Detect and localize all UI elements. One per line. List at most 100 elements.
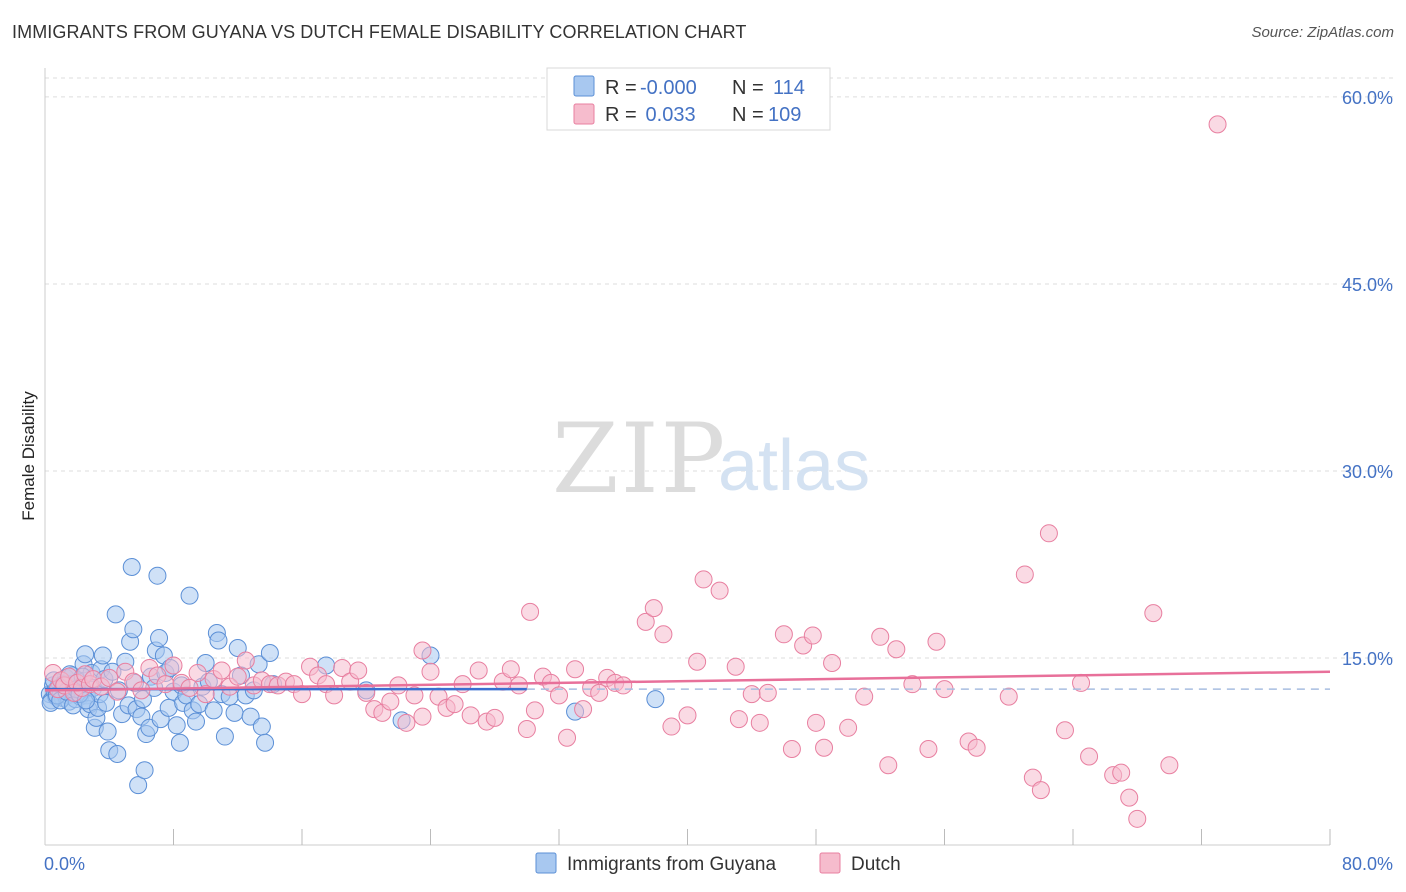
legend-r-label: R = xyxy=(605,104,637,126)
data-point-guyana xyxy=(93,646,112,665)
data-point-dutch xyxy=(1144,604,1163,623)
data-point-dutch xyxy=(927,632,946,651)
data-point-guyana xyxy=(256,733,275,752)
legend-label-dutch: Dutch xyxy=(851,854,901,875)
data-point-dutch xyxy=(967,738,986,757)
x-tick-label: 0.0% xyxy=(44,854,85,874)
data-point-guyana xyxy=(646,690,665,709)
data-point-dutch xyxy=(1031,781,1050,800)
data-point-dutch xyxy=(855,687,874,706)
axes xyxy=(44,68,1331,846)
data-point-dutch xyxy=(517,720,536,739)
data-point-guyana xyxy=(129,776,148,795)
data-point-dutch xyxy=(694,570,713,589)
data-point-guyana xyxy=(180,586,199,605)
y-tick-label: 30.0% xyxy=(1342,462,1393,482)
legend-n-value: 114 xyxy=(773,77,805,99)
trend-line-dutch xyxy=(44,670,1331,692)
data-point-dutch xyxy=(871,627,890,646)
data-point-dutch xyxy=(461,706,480,725)
data-point-dutch xyxy=(108,682,127,701)
legend-label-guyana: Immigrants from Guyana xyxy=(567,854,776,875)
data-point-guyana xyxy=(135,761,154,780)
data-point-guyana xyxy=(209,631,228,650)
data-point-dutch xyxy=(469,661,488,680)
zipatlas-watermark: ZIP atlas xyxy=(552,403,870,515)
data-point-guyana xyxy=(215,727,234,746)
legend-r-label: R = xyxy=(605,77,637,99)
legend-n-label: N = xyxy=(732,77,764,99)
data-point-dutch xyxy=(445,695,464,714)
data-point-dutch xyxy=(1120,788,1139,807)
data-point-dutch xyxy=(566,660,585,679)
data-point-dutch xyxy=(509,676,528,695)
chart-title: IMMIGRANTS FROM GUYANA VS DUTCH FEMALE D… xyxy=(12,22,747,42)
data-point-dutch xyxy=(1160,756,1179,775)
data-point-dutch xyxy=(879,756,898,775)
data-point-dutch xyxy=(501,660,520,679)
data-point-dutch xyxy=(558,728,577,747)
data-point-dutch xyxy=(710,581,729,600)
data-point-dutch xyxy=(164,656,183,675)
data-point-dutch xyxy=(236,651,255,670)
y-tick-labels: 15.0% 30.0% 45.0% 60.0% xyxy=(1342,88,1393,669)
legend-r-value: -0.000 xyxy=(640,77,697,99)
data-point-dutch xyxy=(782,739,801,758)
data-point-guyana xyxy=(167,716,186,735)
data-point-dutch xyxy=(485,708,504,727)
data-point-dutch xyxy=(688,652,707,671)
watermark-atlas: atlas xyxy=(718,426,870,506)
legend-n-label: N = xyxy=(732,104,764,126)
data-point-dutch xyxy=(525,701,544,720)
data-point-dutch xyxy=(381,692,400,711)
data-point-guyana xyxy=(97,693,116,712)
data-point-guyana xyxy=(241,707,260,726)
data-point-dutch xyxy=(413,641,432,660)
gridlines xyxy=(45,77,1393,659)
legend-swatch-dutch xyxy=(819,852,841,874)
data-point-dutch xyxy=(349,661,368,680)
source-credit: Source: ZipAtlas.com xyxy=(1251,24,1394,41)
data-point-dutch xyxy=(521,602,540,621)
data-point-dutch xyxy=(750,713,769,732)
y-tick-label: 15.0% xyxy=(1342,649,1393,669)
data-point-dutch xyxy=(758,683,777,702)
legend-r-value: 0.033 xyxy=(640,104,696,126)
data-point-dutch xyxy=(662,717,681,736)
legend-swatch-guyana xyxy=(573,75,595,97)
data-point-guyana xyxy=(225,703,244,722)
data-point-dutch xyxy=(1039,524,1058,543)
data-point-dutch xyxy=(1015,565,1034,584)
trend-lines xyxy=(44,670,1331,692)
data-point-dutch xyxy=(228,667,247,686)
data-point-guyana xyxy=(204,701,223,720)
data-point-guyana xyxy=(148,566,167,585)
data-point-dutch xyxy=(919,739,938,758)
data-point-dutch xyxy=(636,612,655,631)
data-point-dutch xyxy=(421,662,440,681)
legend-swatch-guyana xyxy=(535,852,557,874)
data-point-dutch xyxy=(678,706,697,725)
data-point-dutch xyxy=(823,653,842,672)
data-point-dutch xyxy=(803,626,822,645)
data-point-guyana xyxy=(106,605,125,624)
data-point-dutch xyxy=(1055,721,1074,740)
data-point-dutch xyxy=(807,713,825,732)
data-point-dutch xyxy=(574,700,593,719)
data-point-dutch xyxy=(100,668,119,687)
data-point-guyana xyxy=(122,557,141,576)
x-tick-label: 80.0% xyxy=(1342,854,1393,874)
y-tick-label: 45.0% xyxy=(1342,275,1393,295)
data-point-dutch xyxy=(644,599,663,618)
data-point-dutch xyxy=(774,625,793,644)
data-point-dutch xyxy=(397,713,416,732)
data-point-dutch xyxy=(1112,763,1131,782)
data-point-dutch xyxy=(188,663,207,682)
watermark-zip: ZIP xyxy=(552,403,727,515)
series-legend: Immigrants from Guyana Dutch xyxy=(535,852,901,875)
correlation-legend: R = -0.000 N = 114 R = 0.033 N = 109 xyxy=(546,67,831,131)
data-point-guyana xyxy=(98,722,117,741)
data-point-dutch xyxy=(726,657,745,676)
data-point-dutch xyxy=(999,687,1018,706)
